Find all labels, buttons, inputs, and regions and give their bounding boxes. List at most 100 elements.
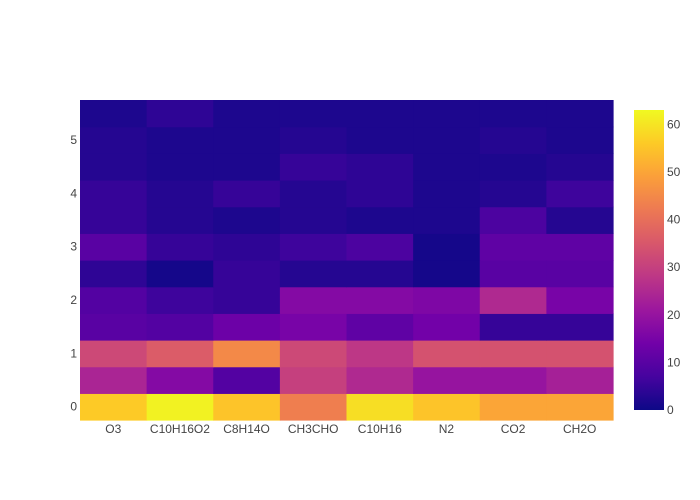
- x-tick-label: N2: [439, 422, 455, 436]
- heatmap-cell: [80, 366, 148, 394]
- heatmap-cell: [479, 393, 547, 421]
- heatmap-cell: [479, 366, 547, 394]
- x-tick-label: C10H16: [358, 422, 402, 436]
- heatmap-cell: [146, 126, 214, 154]
- heatmap-cell: [279, 100, 348, 128]
- heatmap-cell: [213, 340, 281, 368]
- heatmap-cell: [146, 180, 214, 208]
- colorbar-tick-label: 40: [667, 213, 681, 227]
- heatmap-cell: [146, 393, 214, 421]
- heatmap-cell: [213, 206, 281, 234]
- heatmap-cell: [413, 340, 481, 368]
- heatmap-cell: [146, 286, 214, 314]
- heatmap-cell: [146, 153, 214, 181]
- heatmap-cell: [546, 126, 614, 154]
- heatmap-cell: [80, 260, 148, 288]
- colorbar-tick-label: 60: [667, 117, 681, 131]
- heatmap-cell: [279, 260, 348, 288]
- heatmap-cell: [479, 126, 547, 154]
- heatmap-cell: [413, 366, 481, 394]
- heatmap-cell: [413, 393, 481, 421]
- heatmap-cell: [546, 286, 614, 314]
- heatmap-cell: [346, 100, 414, 128]
- colorbar-tick-label: 0: [667, 403, 674, 417]
- heatmap-cell: [279, 340, 348, 368]
- heatmap-cell: [479, 313, 547, 341]
- heatmap-cell: [146, 233, 214, 261]
- heatmap-cell: [546, 393, 614, 421]
- heatmap-cell: [80, 286, 148, 314]
- y-axis-ticks: 0 1 2 3 4 5: [70, 133, 77, 414]
- heatmap-cell: [80, 340, 148, 368]
- heatmap-cell: [279, 286, 348, 314]
- heatmap-cell: [546, 206, 614, 234]
- colorbar: 0 10 20 30 40 50 60: [634, 110, 681, 417]
- heatmap-cell: [546, 153, 614, 181]
- heatmap-cell: [546, 100, 614, 128]
- heatmap-cell: [346, 260, 414, 288]
- heatmap-cell: [413, 100, 481, 128]
- heatmap-cell: [546, 180, 614, 208]
- x-tick-label: O3: [105, 422, 121, 436]
- heatmap-cells: [80, 100, 614, 421]
- heatmap-cell: [479, 286, 547, 314]
- heatmap-cell: [213, 180, 281, 208]
- heatmap-cell: [413, 260, 481, 288]
- heatmap-cell: [346, 180, 414, 208]
- heatmap-cell: [346, 366, 414, 394]
- heatmap-cell: [146, 100, 214, 128]
- heatmap-cell: [80, 153, 148, 181]
- heatmap-cell: [279, 153, 348, 181]
- heatmap-cell: [346, 206, 414, 234]
- x-tick-label: CH2O: [563, 422, 596, 436]
- heatmap-cell: [346, 340, 414, 368]
- y-tick-label: 2: [70, 293, 77, 307]
- heatmap-cell: [146, 340, 214, 368]
- heatmap-cell: [213, 153, 281, 181]
- heatmap-cell: [413, 153, 481, 181]
- y-tick-label: 4: [70, 186, 77, 200]
- heatmap-cell: [80, 100, 148, 128]
- x-tick-label: C8H14O: [223, 422, 270, 436]
- heatmap-cell: [146, 260, 214, 288]
- heatmap-cell: [80, 233, 148, 261]
- heatmap-cell: [279, 180, 348, 208]
- heatmap-cell: [479, 153, 547, 181]
- heatmap-cell: [413, 180, 481, 208]
- heatmap-cell: [279, 206, 348, 234]
- heatmap-cell: [546, 260, 614, 288]
- heatmap-cell: [279, 313, 348, 341]
- heatmap-cell: [346, 126, 414, 154]
- heatmap-cell: [479, 206, 547, 234]
- heatmap-cell: [80, 313, 148, 341]
- colorbar-tick-label: 30: [667, 260, 681, 274]
- heatmap-cell: [479, 233, 547, 261]
- heatmap-cell: [346, 233, 414, 261]
- heatmap-cell: [479, 180, 547, 208]
- heatmap-cell: [279, 233, 348, 261]
- heatmap-cell: [546, 340, 614, 368]
- heatmap-cell: [546, 366, 614, 394]
- heatmap-cell: [346, 153, 414, 181]
- heatmap-cell: [413, 313, 481, 341]
- x-tick-label: CO2: [501, 422, 526, 436]
- heatmap-cell: [146, 206, 214, 234]
- heatmap-cell: [213, 126, 281, 154]
- heatmap-cell: [146, 366, 214, 394]
- colorbar-tick-label: 20: [667, 308, 681, 322]
- heatmap-cell: [213, 366, 281, 394]
- x-axis-ticks: O3 C10H16O2 C8H14O CH3CHO C10H16 N2 CO2 CH2O: [105, 422, 596, 436]
- heatmap-cell: [346, 286, 414, 314]
- heatmap-cell: [213, 100, 281, 128]
- heatmap-cell: [479, 100, 547, 128]
- heatmap-cell: [213, 260, 281, 288]
- heatmap-cell: [279, 366, 348, 394]
- colorbar-gradient: [634, 110, 664, 410]
- heatmap-cell: [479, 340, 547, 368]
- heatmap-cell: [279, 126, 348, 154]
- colorbar-ticks: 0 10 20 30 40 50 60: [667, 117, 681, 417]
- heatmap-cell: [80, 206, 148, 234]
- heatmap-cell: [279, 393, 348, 421]
- heatmap-cell: [413, 286, 481, 314]
